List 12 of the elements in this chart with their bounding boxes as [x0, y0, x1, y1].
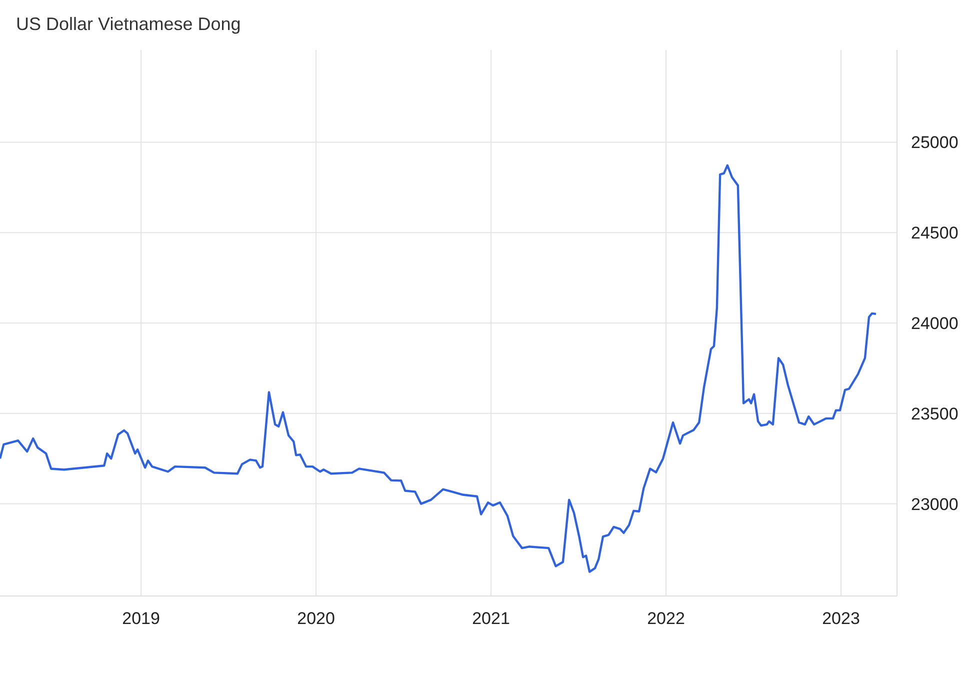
y-tick-label: 23500 — [911, 404, 958, 424]
y-tick-label: 24000 — [911, 314, 958, 334]
x-tick-label: 2023 — [822, 609, 860, 628]
x-tick-label: 2020 — [297, 609, 335, 628]
y-tick-label: 25000 — [911, 133, 958, 152]
x-tick-label: 2021 — [472, 609, 510, 628]
chart-title: US Dollar Vietnamese Dong — [16, 14, 241, 35]
y-tick-label: 24500 — [911, 224, 958, 243]
line-series — [0, 164, 878, 573]
x-tick-label: 2019 — [122, 609, 160, 628]
x-tick-label: 2022 — [647, 609, 685, 628]
y-tick-label: 23000 — [911, 494, 958, 514]
